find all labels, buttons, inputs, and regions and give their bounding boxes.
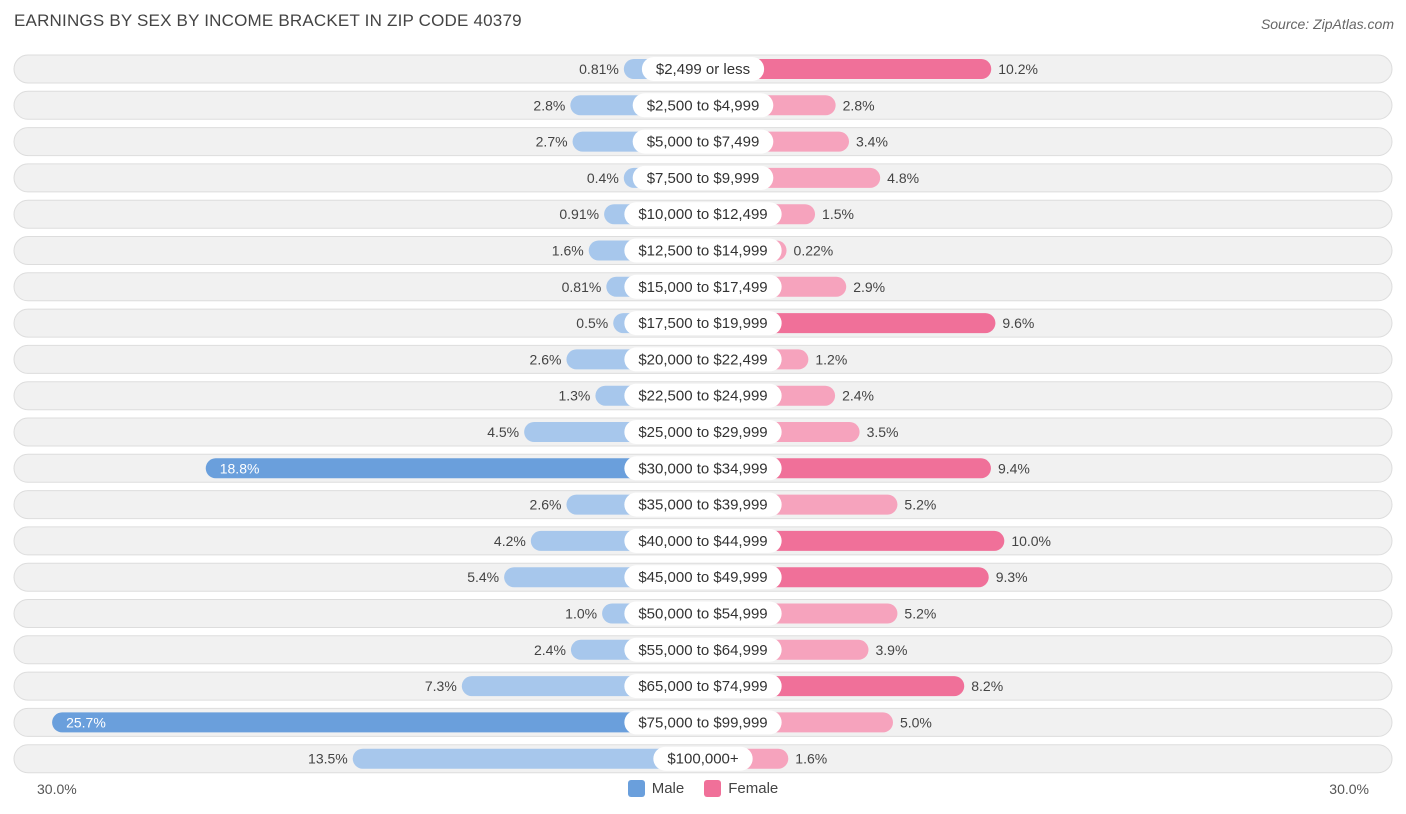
category-pill [641, 57, 765, 81]
female-value-label: 3.9% [875, 642, 907, 658]
legend-female-label: Female [728, 780, 779, 797]
category-pill [624, 492, 782, 517]
female-value-label: 5.2% [904, 606, 936, 622]
category-label: $100,000+ [667, 751, 739, 768]
category-label: $22,500 to $24,999 [638, 388, 767, 405]
female-value-label: 2.8% [843, 97, 875, 113]
category-pill [624, 311, 782, 336]
female-value-label: 1.6% [795, 751, 827, 767]
category-label: $12,500 to $14,999 [638, 243, 767, 260]
female-value-label: 3.4% [856, 134, 888, 150]
category-pill [624, 274, 782, 299]
axis-left-label: 30.0% [37, 781, 77, 797]
female-value-label: 9.4% [998, 460, 1030, 476]
category-pill [624, 674, 782, 699]
category-pill [632, 129, 774, 154]
male-value-label: 0.81% [562, 279, 602, 295]
male-value-label: 2.4% [534, 642, 566, 658]
female-value-label: 8.2% [971, 678, 1003, 694]
male-value-label: 1.0% [565, 606, 597, 622]
female-value-label: 4.8% [887, 170, 919, 186]
male-value-label: 0.5% [576, 315, 608, 331]
female-value-label: 10.2% [998, 61, 1038, 77]
category-pill [624, 456, 782, 481]
category-label: $7,500 to $9,999 [647, 170, 760, 187]
category-pill [624, 347, 782, 372]
category-pill [624, 710, 782, 735]
category-label: $55,000 to $64,999 [638, 642, 767, 659]
category-label: $35,000 to $39,999 [638, 497, 767, 514]
male-bar [205, 458, 704, 479]
category-pill [653, 746, 753, 771]
female-value-label: 10.0% [1011, 533, 1051, 549]
female-value-label: 9.3% [996, 569, 1028, 585]
female-value-label: 5.2% [904, 497, 936, 513]
female-bar [703, 59, 992, 79]
category-pill [624, 420, 782, 444]
category-pill [624, 383, 782, 408]
male-value-label: 7.3% [425, 678, 457, 694]
male-swatch [627, 780, 645, 797]
male-value-label: 5.4% [467, 569, 499, 585]
category-label: $40,000 to $44,999 [638, 533, 767, 550]
male-value-label: 4.2% [494, 533, 526, 549]
category-label: $10,000 to $12,499 [638, 206, 767, 223]
bar-chart: $2,499 or less 0.81% 10.2% $2,500 to $4,999… [13, 54, 1393, 774]
legend: Male Female [0, 780, 1406, 797]
axis-right-label: 30.0% [1329, 781, 1369, 797]
category-pill [632, 165, 774, 190]
category-label: $30,000 to $34,999 [638, 460, 767, 477]
category-pill [624, 202, 782, 227]
male-bar [352, 748, 703, 769]
legend-item-male[interactable]: Male [627, 780, 685, 797]
source-label: Source: ZipAtlas.com [1260, 16, 1394, 32]
category-label: $75,000 to $99,999 [638, 714, 767, 731]
female-swatch [704, 780, 722, 797]
male-value-label: 2.7% [536, 134, 568, 150]
category-pill [632, 93, 774, 118]
female-value-label: 0.22% [794, 243, 834, 259]
category-label: $65,000 to $74,999 [638, 678, 767, 695]
male-value-label: 0.81% [579, 61, 619, 77]
male-value-label: 2.6% [530, 497, 562, 513]
male-bar [52, 712, 704, 733]
chart-title: EARNINGS BY SEX BY INCOME BRACKET IN ZIP… [14, 11, 522, 30]
category-pill [624, 238, 782, 263]
female-value-label: 9.6% [1002, 315, 1034, 331]
male-value-label: 2.8% [533, 97, 565, 113]
category-label: $15,000 to $17,499 [638, 279, 767, 296]
category-pill [624, 528, 782, 553]
male-value-label: 1.3% [558, 388, 590, 404]
female-value-label: 2.4% [842, 388, 874, 404]
category-label: $17,500 to $19,999 [638, 315, 767, 332]
male-value-label: 1.6% [552, 243, 584, 259]
male-value-label: 18.8% [220, 460, 260, 476]
male-value-label: 0.4% [587, 170, 619, 186]
category-label: $2,499 or less [656, 61, 750, 78]
female-value-label: 1.2% [815, 351, 847, 367]
female-value-label: 3.5% [867, 424, 899, 440]
male-value-label: 4.5% [487, 424, 519, 440]
category-pill [624, 565, 782, 590]
female-value-label: 5.0% [900, 714, 932, 730]
male-value-label: 2.6% [530, 351, 562, 367]
category-label: $20,000 to $22,499 [638, 351, 767, 368]
category-pill [624, 637, 782, 662]
category-label: $45,000 to $49,999 [638, 569, 767, 586]
category-label: $5,000 to $7,499 [647, 134, 760, 151]
legend-male-label: Male [651, 780, 685, 797]
category-label: $25,000 to $29,999 [638, 424, 767, 441]
category-label: $2,500 to $4,999 [647, 97, 760, 114]
category-label: $50,000 to $54,999 [638, 606, 767, 623]
male-value-label: 25.7% [66, 714, 106, 730]
category-pill [624, 601, 782, 626]
female-value-label: 1.5% [822, 206, 854, 222]
female-value-label: 2.9% [853, 279, 885, 295]
male-value-label: 0.91% [559, 206, 599, 222]
male-value-label: 13.5% [308, 751, 348, 767]
legend-item-female[interactable]: Female [704, 780, 778, 797]
